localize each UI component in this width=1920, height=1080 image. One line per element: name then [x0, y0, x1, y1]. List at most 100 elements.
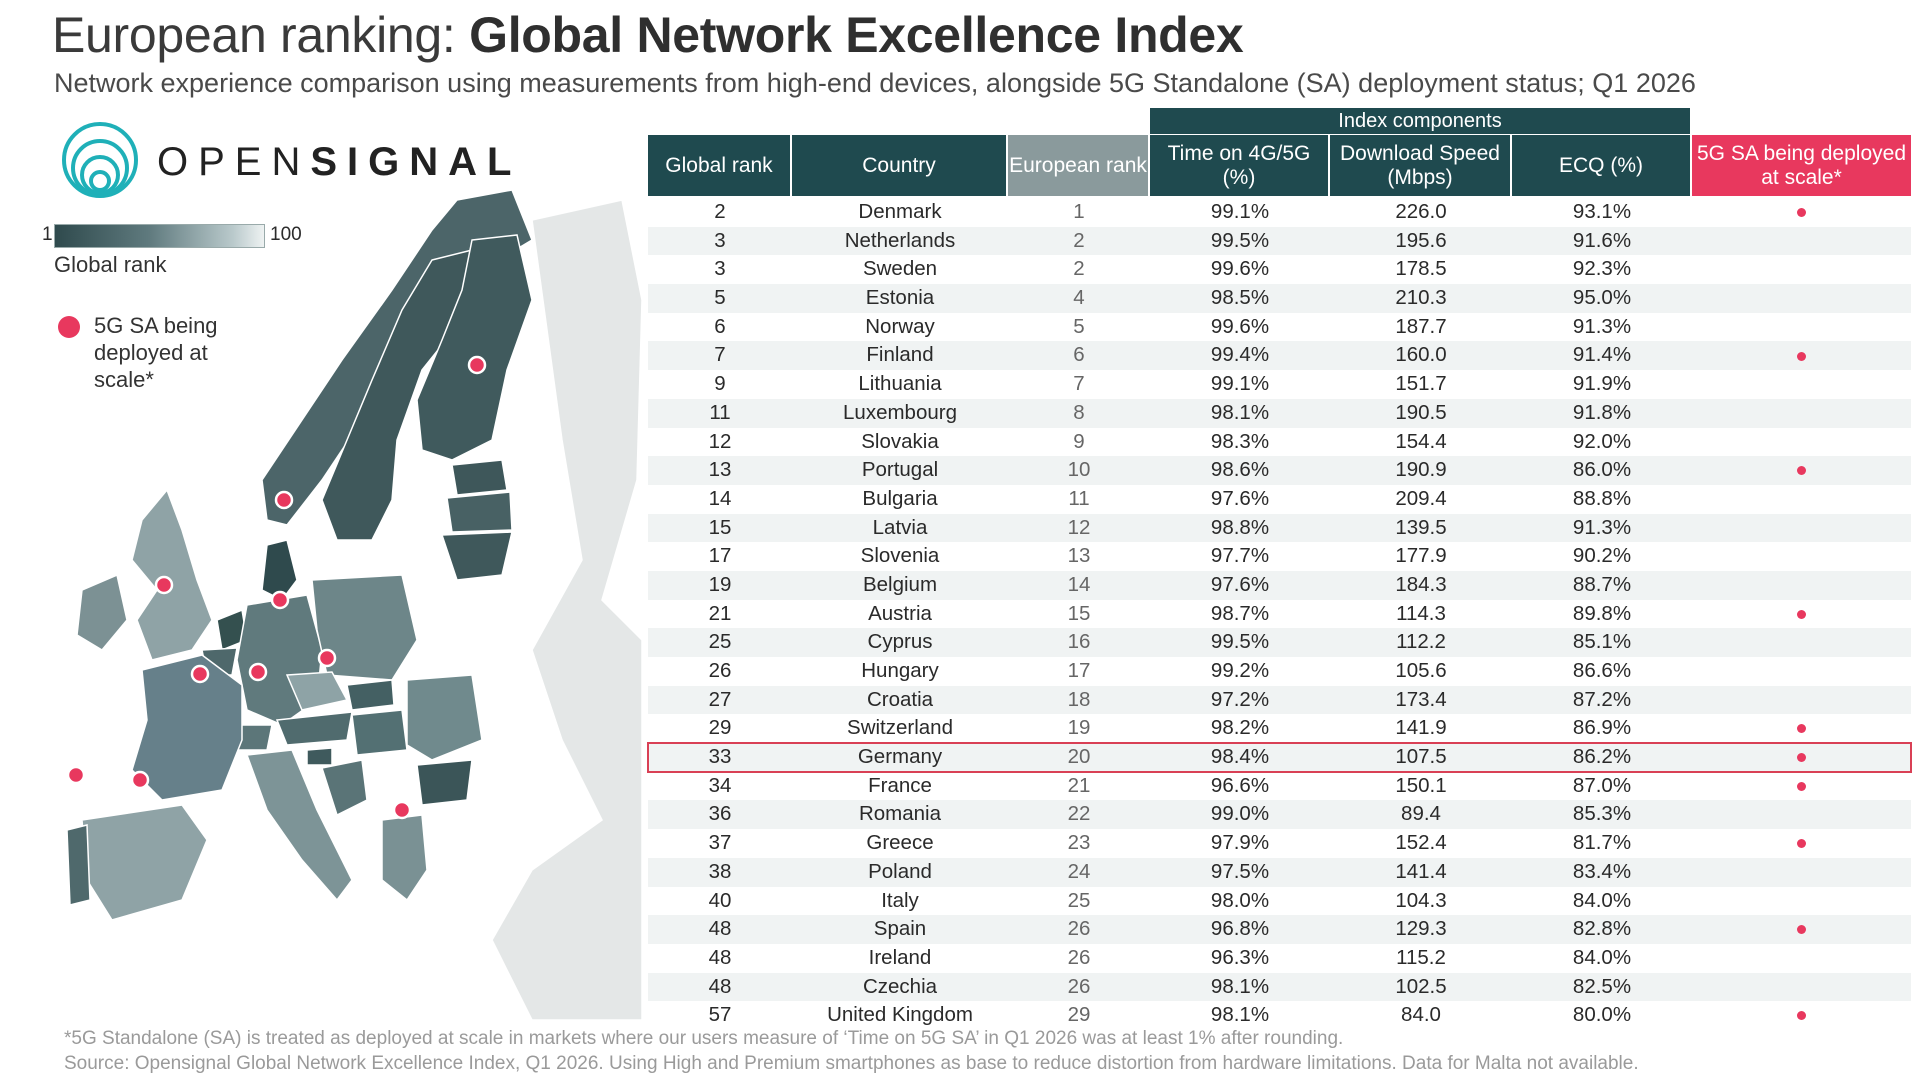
cell-speed: 89.4	[1401, 802, 1441, 826]
cell-time: 98.7%	[1210, 601, 1270, 625]
map-dot-germany	[270, 590, 290, 610]
cell-ecq: 87.0%	[1572, 773, 1632, 797]
cell-5g-sa	[1692, 198, 1911, 227]
opensignal-logo: OPENSIGNAL	[55, 118, 511, 208]
cell-time: 99.5%	[1210, 630, 1270, 654]
cell-european-rank: 22	[1067, 802, 1091, 826]
cell-country: Romania	[858, 802, 942, 826]
cell-time: 98.8%	[1210, 515, 1270, 539]
map-portugal	[66, 824, 91, 906]
cell-european-rank: 1	[1073, 200, 1085, 223]
cell-european-rank: 4	[1073, 286, 1085, 310]
opensignal-logo-icon	[62, 122, 138, 198]
cell-european-rank: 15	[1067, 601, 1091, 625]
page-title: European ranking: Global Network Excelle…	[52, 6, 1244, 64]
cell-time: 99.4%	[1210, 343, 1270, 367]
sa-dot-icon	[1797, 753, 1806, 763]
cell-european-rank: 11	[1068, 486, 1090, 510]
cell-country: Portugal	[861, 458, 939, 482]
cell-country: Poland	[868, 859, 932, 883]
cell-5g-sa	[1692, 628, 1911, 657]
map-romania	[406, 674, 483, 761]
table-row: 48 Spain 26 96.8% 129.3 82.8%	[648, 915, 1911, 944]
table-row: 29 Switzerland 19 98.2% 141.9 86.9%	[648, 714, 1911, 743]
cell-country: Croatia	[866, 687, 934, 711]
map-dot-finland	[467, 355, 487, 375]
cell-european-rank: 12	[1067, 515, 1091, 539]
cell-time: 98.0%	[1210, 888, 1270, 912]
cell-time: 97.6%	[1210, 486, 1270, 510]
cell-speed: 84.0	[1401, 1003, 1441, 1027]
cell-time: 97.7%	[1210, 544, 1270, 568]
cell-time: 98.1%	[1210, 1003, 1270, 1027]
cell-5g-sa	[1692, 858, 1911, 887]
cell-global-rank: 13	[708, 458, 732, 482]
cell-5g-sa	[1692, 686, 1911, 715]
cell-5g-sa	[1692, 341, 1911, 370]
cell-5g-sa	[1692, 227, 1911, 256]
cell-5g-sa	[1692, 600, 1911, 629]
cell-european-rank: 29	[1067, 1003, 1091, 1027]
cell-speed: 102.5	[1395, 974, 1447, 998]
global-rank-legend: 1 100 Global rank	[42, 222, 322, 292]
cell-country: Austria	[868, 601, 932, 625]
cell-global-rank: 48	[708, 974, 732, 998]
sa-dot-icon	[1797, 208, 1806, 218]
cell-ecq: 81.7%	[1572, 831, 1632, 855]
cell-5g-sa	[1692, 1001, 1911, 1030]
cell-5g-sa	[1692, 944, 1911, 973]
cell-country: Denmark	[858, 200, 942, 223]
cell-speed: 154.4	[1395, 429, 1447, 453]
table-row: 3 Sweden 2 99.6% 178.5 92.3%	[648, 255, 1911, 284]
map-hungary	[351, 709, 408, 756]
cell-ecq: 91.3%	[1572, 314, 1632, 338]
cell-time: 99.6%	[1210, 257, 1270, 281]
cell-time: 99.6%	[1210, 314, 1270, 338]
map-latvia	[446, 491, 513, 533]
cell-global-rank: 15	[708, 515, 732, 539]
cell-ecq: 83.4%	[1572, 859, 1632, 883]
cell-european-rank: 9	[1073, 429, 1085, 453]
cell-european-rank: 25	[1067, 888, 1091, 912]
table-row: 14 Bulgaria 11 97.6% 209.4 88.8%	[648, 485, 1911, 514]
cell-global-rank: 14	[708, 486, 732, 510]
legend-max: 100	[270, 224, 302, 245]
cell-ecq: 95.0%	[1572, 286, 1632, 310]
cell-5g-sa	[1692, 887, 1911, 916]
sa-dot-icon	[1797, 351, 1806, 361]
cell-time: 98.1%	[1210, 974, 1270, 998]
cell-european-rank: 26	[1067, 945, 1091, 969]
cell-global-rank: 19	[708, 572, 732, 596]
map-austria	[275, 711, 353, 746]
cell-speed: 139.5	[1395, 515, 1447, 539]
sa-dot-icon	[1797, 609, 1806, 619]
cell-european-rank: 18	[1067, 687, 1091, 711]
index-components-header: Index components	[1150, 108, 1690, 134]
cell-european-rank: 17	[1067, 659, 1091, 682]
cell-global-rank: 33	[708, 745, 732, 769]
cell-time: 97.2%	[1210, 687, 1270, 711]
cell-european-rank: 8	[1073, 400, 1085, 424]
cell-global-rank: 48	[708, 917, 732, 941]
cell-ecq: 91.3%	[1572, 515, 1632, 539]
map-czechia	[285, 671, 349, 711]
map-dot-france	[190, 664, 210, 684]
map-greece	[381, 814, 428, 902]
cell-global-rank: 34	[708, 773, 732, 797]
cell-country: United Kingdom	[827, 1003, 973, 1027]
map-finland	[416, 234, 533, 461]
map-dot-spain	[130, 770, 150, 790]
cell-european-rank: 14	[1067, 572, 1091, 596]
cell-country: Belgium	[862, 572, 938, 596]
table-row: 27 Croatia 18 97.2% 173.4 87.2%	[648, 685, 1911, 715]
cell-time: 98.4%	[1210, 745, 1270, 769]
table-row: 33 Germany 20 98.4% 107.5 86.2%	[647, 742, 1912, 773]
table-row: 2 Denmark 1 99.1% 226.0 93.1%	[648, 198, 1911, 227]
map-lithuania	[440, 531, 513, 581]
cell-speed: 209.4	[1395, 486, 1447, 510]
cell-european-rank: 20	[1067, 745, 1091, 769]
map-dot-portugal	[66, 765, 86, 785]
col-global-rank: Global rank	[648, 135, 792, 196]
cell-country: Greece	[866, 831, 934, 855]
table-row: 48 Czechia 26 98.1% 102.5 82.5%	[648, 972, 1911, 1002]
